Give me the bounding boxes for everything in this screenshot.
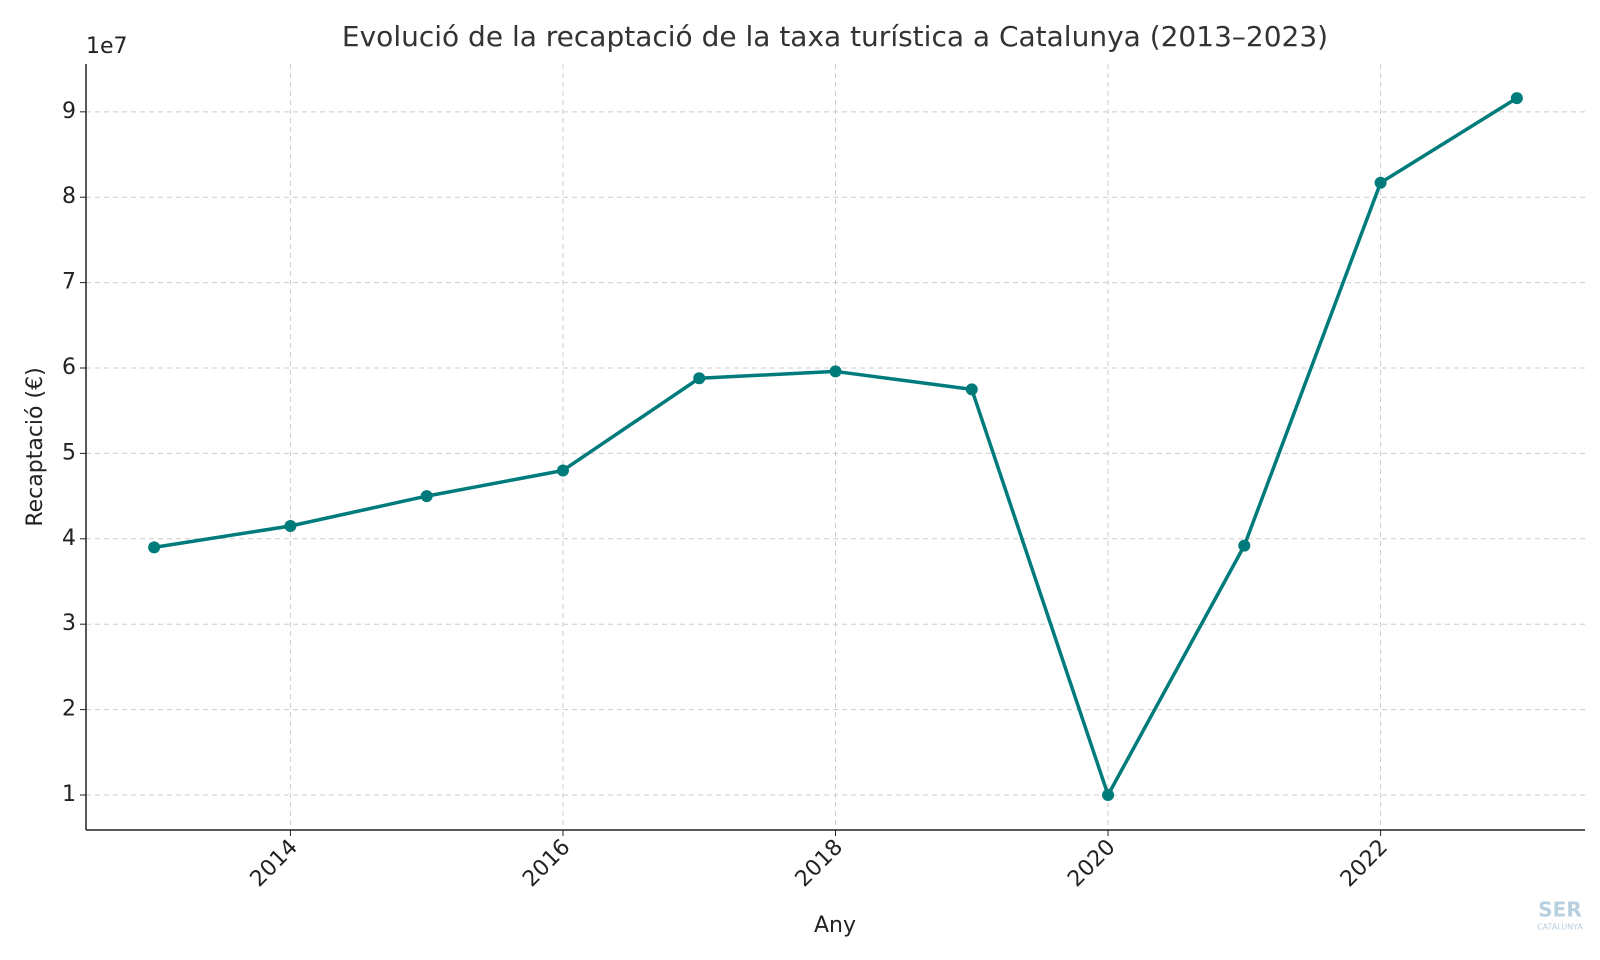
chart-title: Evolució de la recaptació de la taxa tur… [342, 20, 1328, 53]
x-tick-label: 2016 [518, 835, 575, 892]
x-tick-label: 2018 [791, 835, 848, 892]
data-point [1374, 176, 1387, 189]
y-tick-label: 1 [62, 782, 76, 807]
data-point [693, 372, 706, 385]
data-point [1510, 92, 1523, 105]
data-point [1238, 539, 1251, 552]
x-axis-label: Any [814, 913, 856, 938]
data-point [420, 490, 433, 503]
data-point [148, 541, 161, 554]
x-tick-label: 2014 [246, 835, 303, 892]
data-point [556, 464, 569, 477]
y-tick-label: 2 [62, 697, 76, 722]
y-tick-label: 8 [62, 184, 76, 209]
y-axis-label: Recaptació (€) [23, 367, 48, 526]
x-tick-label: 2020 [1063, 835, 1120, 892]
x-tick-label: 2022 [1336, 835, 1393, 892]
y-tick-label: 7 [62, 270, 76, 295]
watermark-brand: SER [1538, 898, 1581, 922]
y-tick-label: 4 [62, 526, 76, 551]
data-point [284, 519, 297, 532]
y-tick-label: 3 [62, 611, 76, 636]
data-point [1102, 788, 1115, 801]
y-offset-label: 1e7 [86, 34, 128, 59]
y-tick-label: 6 [62, 355, 76, 380]
data-point [829, 365, 842, 378]
y-tick-label: 9 [62, 99, 76, 124]
data-point [965, 383, 978, 396]
watermark-region: CATALUNYA [1537, 923, 1583, 932]
y-tick-label: 5 [62, 440, 76, 465]
